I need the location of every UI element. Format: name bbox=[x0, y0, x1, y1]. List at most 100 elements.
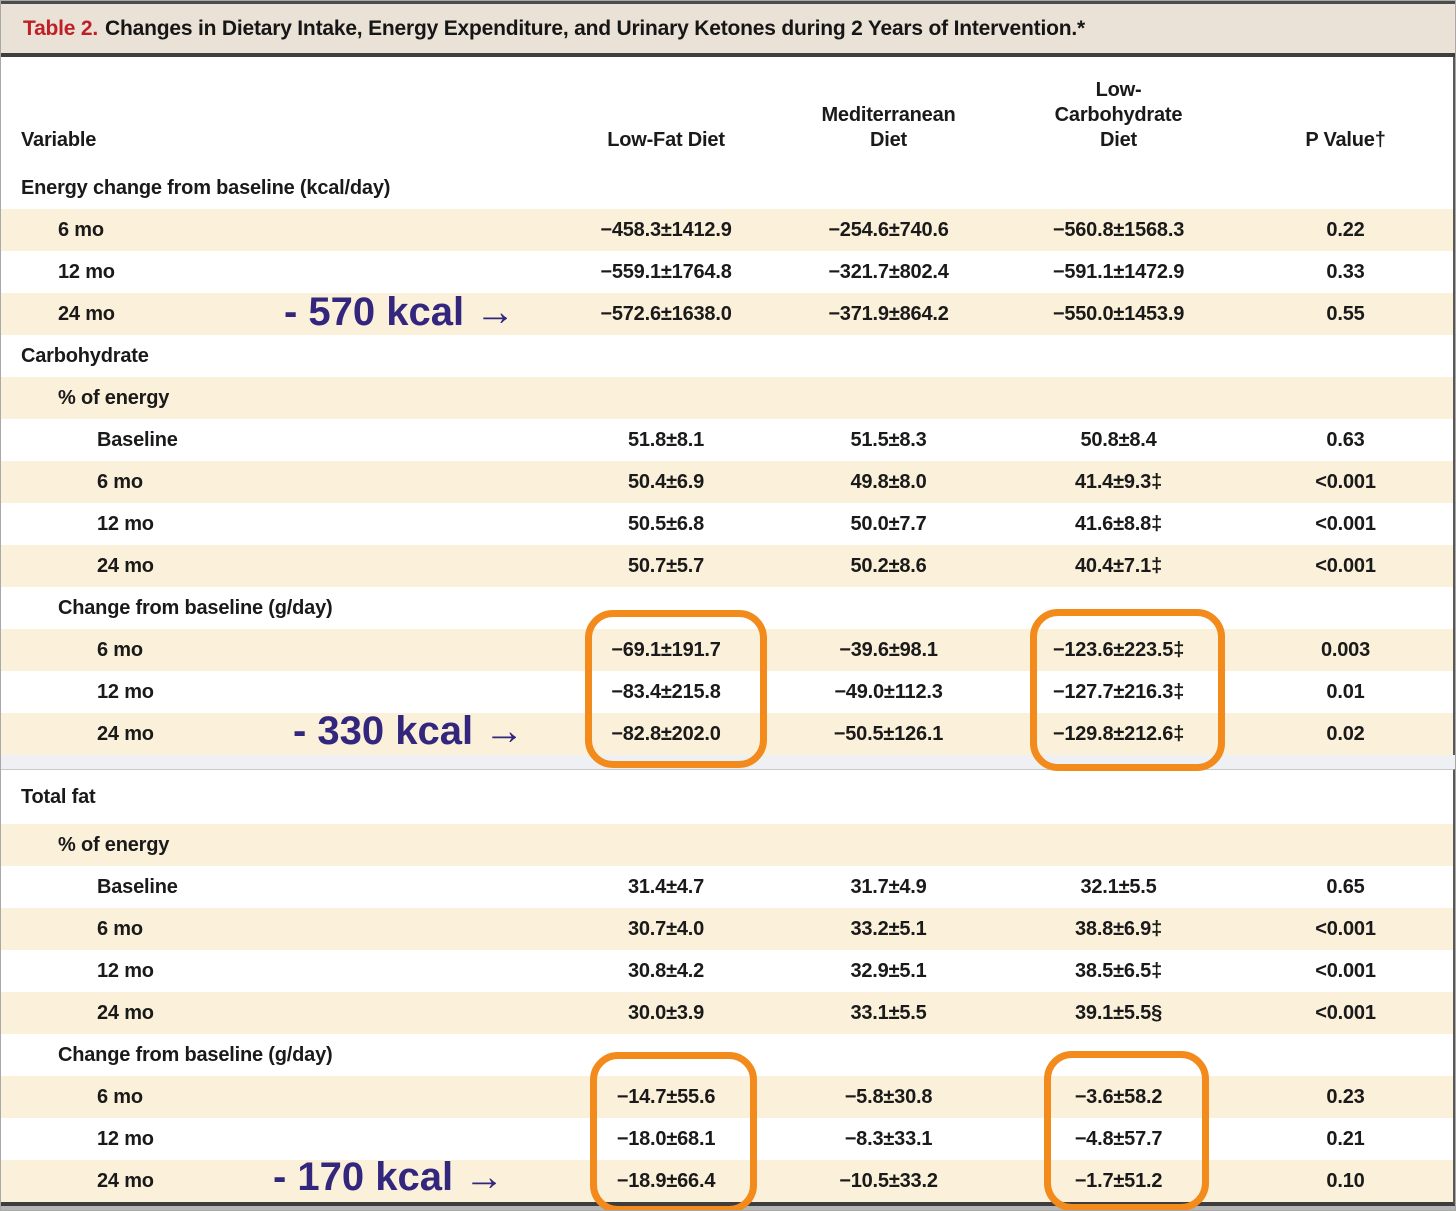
table-panel-total-fat: Total fat % of energy Baseline 31.4±4.7 31.7… bbox=[1, 769, 1455, 1206]
cell-value: 32.1±5.5 bbox=[1080, 875, 1157, 898]
cell-value: −14.7±55.6 bbox=[616, 1085, 716, 1108]
cell-value: <0.001 bbox=[1315, 1001, 1376, 1024]
cell-value: 30.8±4.2 bbox=[627, 959, 705, 982]
cell-value: 39.1±5.5§ bbox=[1074, 1001, 1163, 1024]
row-label: 24 mo bbox=[58, 302, 115, 325]
table-panel-energy-carbohydrate: Energy change from baseline (kcal/day) 6 … bbox=[1, 167, 1455, 755]
table-row: Total fat bbox=[1, 770, 1453, 824]
cell-value: −50.5±126.1 bbox=[833, 722, 944, 745]
cell-value: 40.4±7.1‡ bbox=[1074, 554, 1163, 577]
cell-value: −18.0±68.1 bbox=[616, 1127, 716, 1150]
row-label: Baseline bbox=[97, 428, 178, 451]
row-label: Total fat bbox=[21, 785, 96, 808]
row-label: 6 mo bbox=[97, 638, 143, 661]
row-label: 6 mo bbox=[97, 470, 143, 493]
cell-value: 33.2±5.1 bbox=[850, 917, 927, 940]
cell-value: −458.3±1412.9 bbox=[600, 218, 732, 241]
cell-value: 50.0±7.7 bbox=[850, 512, 927, 535]
cell-value: 50.4±6.9 bbox=[627, 470, 705, 493]
cell-value: −123.6±223.5‡ bbox=[1052, 638, 1185, 661]
cell-value: 0.55 bbox=[1326, 302, 1365, 325]
row-label: Carbohydrate bbox=[21, 344, 149, 367]
table-row: 12 mo 30.8±4.2 32.9±5.1 38.5±6.5‡ <0.001 bbox=[1, 950, 1453, 992]
row-label: 6 mo bbox=[58, 218, 104, 241]
cell-value: −49.0±112.3 bbox=[834, 680, 943, 703]
row-label: 12 mo bbox=[97, 512, 154, 535]
column-header-low-carbohydrate-diet: Low- Carbohydrate Diet bbox=[1054, 79, 1183, 151]
cell-value: 0.02 bbox=[1326, 722, 1365, 745]
cell-value: 41.4±9.3‡ bbox=[1074, 470, 1163, 493]
row-label: 12 mo bbox=[97, 959, 154, 982]
cell-value: 49.8±8.0 bbox=[850, 470, 927, 493]
annotation-330-kcal: - 330 kcal → bbox=[293, 709, 525, 753]
table-row: 24 mo 30.0±3.9 33.1±5.5 39.1±5.5§ <0.001 bbox=[1, 992, 1453, 1034]
cell-value: 0.33 bbox=[1326, 260, 1365, 283]
cell-value: −83.4±215.8 bbox=[611, 680, 721, 703]
table-row: 24 mo −82.8±202.0 −50.5±126.1 −129.8±212.6‡… bbox=[1, 713, 1453, 755]
cell-value: 41.6±8.8‡ bbox=[1074, 512, 1163, 535]
row-label: Change from baseline (g/day) bbox=[58, 596, 333, 619]
table-row: 6 mo −458.3±1412.9 −254.6±740.6 −560.8±1568… bbox=[1, 209, 1453, 251]
column-header-p-value: P Value† bbox=[1305, 129, 1386, 151]
row-label: 12 mo bbox=[97, 680, 154, 703]
cell-value: −129.8±212.6‡ bbox=[1052, 722, 1185, 745]
cell-value: <0.001 bbox=[1315, 959, 1376, 982]
cell-value: 33.1±5.5 bbox=[850, 1001, 927, 1024]
cell-value: −8.3±33.1 bbox=[844, 1127, 933, 1150]
cell-value: 0.23 bbox=[1326, 1085, 1365, 1108]
table-row: 6 mo 50.4±6.9 49.8±8.0 41.4±9.3‡ <0.001 bbox=[1, 461, 1453, 503]
panel-gap bbox=[1, 755, 1455, 769]
cell-value: −18.9±66.4 bbox=[616, 1169, 716, 1192]
table-row: 12 mo −18.0±68.1 −8.3±33.1 −4.8±57.7 0.21 bbox=[1, 1118, 1453, 1160]
cell-value: 50.8±8.4 bbox=[1080, 428, 1157, 451]
cell-value: 32.9±5.1 bbox=[850, 959, 927, 982]
cell-value: −550.0±1453.9 bbox=[1052, 302, 1185, 325]
table-row: % of energy bbox=[1, 377, 1453, 419]
cell-value: −560.8±1568.3 bbox=[1052, 218, 1185, 241]
row-label: 6 mo bbox=[97, 917, 143, 940]
cell-value: −572.6±1638.0 bbox=[600, 302, 732, 325]
cell-value: −39.6±98.1 bbox=[839, 638, 938, 661]
table-row: Baseline 51.8±8.1 51.5±8.3 50.8±8.4 0.63 bbox=[1, 419, 1453, 461]
table-row: 12 mo −559.1±1764.8 −321.7±802.4 −591.1±147… bbox=[1, 251, 1453, 293]
cell-value: <0.001 bbox=[1315, 554, 1376, 577]
row-label: 12 mo bbox=[58, 260, 115, 283]
table-row: 6 mo 30.7±4.0 33.2±5.1 38.8±6.9‡ <0.001 bbox=[1, 908, 1453, 950]
cell-value: −127.7±216.3‡ bbox=[1052, 680, 1185, 703]
cell-value: 50.5±6.8 bbox=[627, 512, 705, 535]
cell-value: −5.8±30.8 bbox=[844, 1085, 933, 1108]
cell-value: −82.8±202.0 bbox=[611, 722, 721, 745]
cell-value: 51.8±8.1 bbox=[627, 428, 705, 451]
cell-value: −1.7±51.2 bbox=[1074, 1169, 1163, 1192]
bottom-edge bbox=[1, 1206, 1455, 1210]
cell-value: 51.5±8.3 bbox=[850, 428, 927, 451]
row-label: 24 mo bbox=[97, 1001, 154, 1024]
annotation-570-kcal: - 570 kcal → bbox=[284, 290, 516, 334]
cell-value: 0.21 bbox=[1326, 1127, 1365, 1150]
cell-value: 31.7±4.9 bbox=[850, 875, 927, 898]
table-row: 6 mo −14.7±55.6 −5.8±30.8 −3.6±58.2 0.23 bbox=[1, 1076, 1453, 1118]
cell-value: −321.7±802.4 bbox=[828, 260, 949, 283]
cell-value: −69.1±191.7 bbox=[611, 638, 721, 661]
cell-value: 0.10 bbox=[1326, 1169, 1365, 1192]
table-row: Change from baseline (g/day) bbox=[1, 1034, 1453, 1076]
table-row: Energy change from baseline (kcal/day) bbox=[1, 167, 1453, 209]
table-caption: Changes in Dietary Intake, Energy Expend… bbox=[105, 16, 1085, 40]
table-row: 6 mo −69.1±191.7 −39.6±98.1 −123.6±223.5‡ 0.… bbox=[1, 629, 1453, 671]
cell-value: 30.7±4.0 bbox=[627, 917, 705, 940]
row-label: Energy change from baseline (kcal/day) bbox=[21, 176, 391, 199]
row-label: 12 mo bbox=[97, 1127, 154, 1150]
cell-value: 50.7±5.7 bbox=[627, 554, 705, 577]
cell-value: −10.5±33.2 bbox=[839, 1169, 938, 1192]
row-label: Baseline bbox=[97, 875, 178, 898]
row-label: Change from baseline (g/day) bbox=[58, 1043, 333, 1066]
cell-value: 50.2±8.6 bbox=[850, 554, 927, 577]
table-row: 24 mo 50.7±5.7 50.2±8.6 40.4±7.1‡ <0.001 bbox=[1, 545, 1453, 587]
cell-value: 30.0±3.9 bbox=[627, 1001, 705, 1024]
column-header-mediterranean-diet: Mediterranean Diet bbox=[821, 104, 956, 151]
cell-value: −371.9±864.2 bbox=[828, 302, 949, 325]
cell-value: <0.001 bbox=[1315, 917, 1376, 940]
cell-value: <0.001 bbox=[1315, 512, 1376, 535]
cell-value: 38.5±6.5‡ bbox=[1074, 959, 1163, 982]
cell-value: −3.6±58.2 bbox=[1074, 1085, 1163, 1108]
